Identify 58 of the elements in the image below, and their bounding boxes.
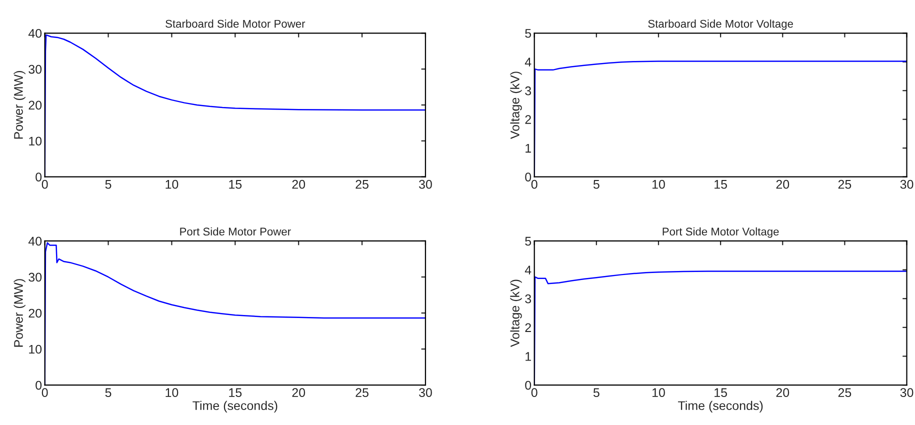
chart-title: Starboard Side Motor Power	[166, 20, 306, 28]
y-tick-label: 0	[525, 380, 532, 390]
x-tick-label: 30	[900, 180, 914, 189]
y-tick-label: 10	[29, 136, 42, 146]
chart-title: Port Side Motor Power	[180, 227, 291, 236]
x-tick-label: 15	[714, 388, 727, 398]
chart-title: Port Side Motor Voltage	[662, 227, 779, 238]
y-tick-label: 20	[28, 308, 42, 318]
y-tick-label: 5	[525, 236, 532, 246]
y-tick-label: 30	[28, 64, 42, 74]
y-tick-label: 40	[28, 236, 42, 246]
x-tick-label: 0	[42, 180, 48, 189]
x-tick-label: 5	[105, 388, 112, 398]
x-tick-label: 5	[593, 388, 600, 398]
y-tick-label: 4	[524, 266, 532, 274]
y-axis-title: Voltage (kV)	[510, 280, 522, 348]
x-tick-label: 25	[356, 180, 368, 189]
y-tick-label: 0	[36, 380, 42, 390]
y-tick-label: 1	[526, 144, 531, 153]
y-tick-label: 3	[525, 294, 532, 304]
y-tick-label: 40	[28, 28, 42, 38]
y-tick-label: 2	[525, 323, 531, 332]
x-tick-label: 15	[229, 180, 242, 189]
y-axis-title: Power (MW)	[14, 71, 26, 139]
x-tick-label: 10	[652, 180, 665, 189]
y-tick-label: 3	[525, 86, 532, 96]
x-axis-title: Time (seconds)	[192, 400, 278, 413]
y-tick-label: 5	[525, 29, 532, 38]
x-tick-label: 5	[105, 180, 112, 189]
y-tick-label: 0	[36, 172, 42, 182]
x-tick-label: 30	[419, 388, 432, 398]
x-tick-label: 10	[166, 388, 178, 398]
x-tick-label: 30	[419, 180, 432, 189]
x-tick-label: 10	[652, 388, 665, 398]
x-tick-label: 20	[292, 388, 306, 398]
y-tick-label: 2	[525, 115, 531, 124]
x-tick-label: 25	[838, 180, 852, 189]
x-axis-title: Time (seconds)	[678, 400, 763, 413]
x-tick-label: 20	[292, 180, 306, 189]
x-tick-label: 25	[838, 388, 852, 398]
x-tick-label: 5	[593, 180, 600, 189]
x-tick-label: 10	[166, 180, 178, 189]
y-axis-title: Power (MW)	[14, 279, 26, 347]
y-tick-label: 0	[525, 172, 532, 182]
y-tick-label: 1	[526, 352, 531, 361]
y-tick-label: 20	[28, 100, 42, 110]
chart-title: Starboard Side Motor Voltage	[648, 20, 793, 30]
y-tick-label: 30	[28, 272, 42, 282]
x-tick-label: 15	[229, 388, 242, 398]
x-tick-label: 30	[900, 388, 914, 398]
x-tick-label: 0	[42, 388, 48, 398]
x-tick-label: 15	[714, 180, 727, 189]
y-tick-label: 4	[524, 58, 532, 66]
y-axis-title: Voltage (kV)	[510, 72, 522, 139]
x-tick-label: 20	[776, 180, 790, 189]
x-tick-label: 25	[356, 388, 368, 398]
x-tick-label: 20	[776, 388, 790, 398]
y-tick-label: 10	[29, 344, 42, 354]
